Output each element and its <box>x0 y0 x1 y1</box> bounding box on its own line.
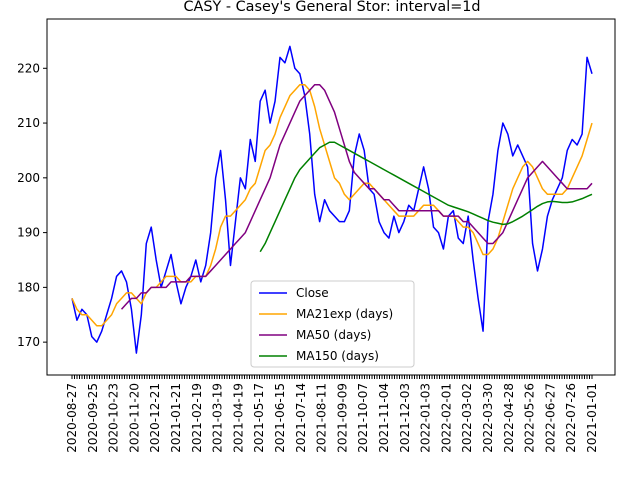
x-tick-label: 2022-03-02 <box>460 383 474 453</box>
series-line-0 <box>71 45 593 354</box>
series-line-2 <box>120 83 593 310</box>
y-tick-label: 190 <box>17 226 40 240</box>
y-tick-label: 220 <box>17 61 40 75</box>
x-tick-label: 2021-03-19 <box>211 383 225 453</box>
x-tick-label: 2021-01-01 <box>585 383 599 453</box>
x-tick-label: 2022-04-28 <box>502 383 516 453</box>
y-tick-label: 170 <box>17 335 40 349</box>
y-axis: 170 180 190 200 210 220 <box>17 61 47 349</box>
y-tick-label: 210 <box>17 116 40 130</box>
x-tick-label: 2021-05-17 <box>252 383 266 453</box>
x-tick-label: 2022-02-01 <box>439 383 453 453</box>
legend-entry: MA50 (days) <box>296 328 371 342</box>
x-tick-label: 2021-04-19 <box>231 383 245 453</box>
x-tick-label: 2022-05-26 <box>523 383 537 453</box>
legend-entry: MA21exp (days) <box>296 307 393 321</box>
x-tick-label: 2021-01-21 <box>169 383 183 453</box>
y-tick-label: 180 <box>17 280 40 294</box>
x-tick-label: 2020-12-21 <box>148 383 162 453</box>
series-line-1 <box>71 83 593 327</box>
x-tick-label: 2022-06-27 <box>543 383 557 453</box>
x-tick-label: 2020-08-27 <box>65 383 79 453</box>
x-tick-label: 2021-08-11 <box>315 383 329 453</box>
x-tick-label: 2020-11-20 <box>127 383 141 453</box>
x-tick-label: 2022-01-03 <box>419 383 433 453</box>
x-tick-label: 2021-02-19 <box>190 383 204 453</box>
x-axis: 2020-08-27 2020-09-25 2020-10-23 2020-11-20… <box>65 375 599 453</box>
x-tick-label: 2021-06-15 <box>273 383 287 453</box>
x-tick-label: 2022-07-26 <box>564 383 578 453</box>
x-tick-label: 2021-11-04 <box>377 383 391 453</box>
series-layer <box>71 45 593 354</box>
legend-entry: MA150 (days) <box>296 349 379 363</box>
x-tick-label: 2021-07-14 <box>294 383 308 453</box>
x-tick-label: 2021-10-07 <box>356 383 370 453</box>
legend-box <box>250 280 415 368</box>
x-tick-label: 2021-09-09 <box>335 383 349 453</box>
legend-entry: Close <box>296 286 329 300</box>
chart-title: CASY - Casey's General Stor: interval=1d <box>183 0 480 15</box>
x-tick-label: 2020-09-25 <box>86 383 100 453</box>
x-tick-label: 2022-03-30 <box>481 383 495 453</box>
series-line-3 <box>259 141 593 253</box>
x-tick-label: 2021-12-03 <box>398 383 412 453</box>
x-tick-label: 2020-10-23 <box>107 383 121 453</box>
y-tick-label: 200 <box>17 171 40 185</box>
legend: Close MA21exp (days) MA50 (days) MA150 (day… <box>250 280 415 368</box>
plot-frame <box>46 18 616 376</box>
